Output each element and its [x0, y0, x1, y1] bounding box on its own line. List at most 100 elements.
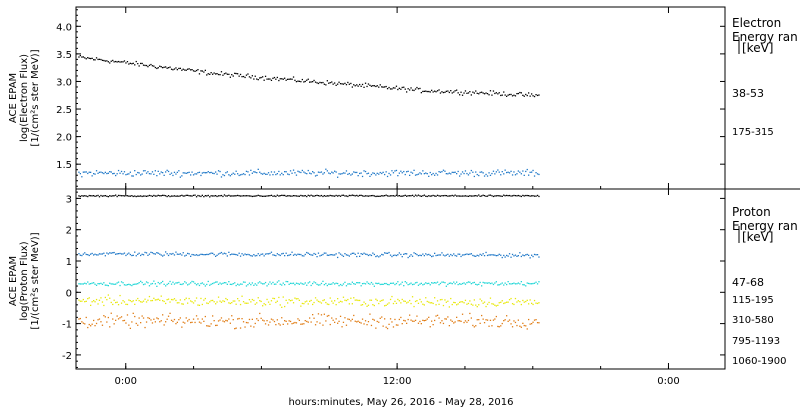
data-point	[198, 321, 201, 323]
data-point	[501, 300, 503, 302]
data-point	[234, 328, 236, 330]
data-point	[467, 195, 470, 197]
proton-legend-entry-795-1193: 795-1193	[732, 336, 780, 347]
data-point	[95, 284, 98, 286]
data-point	[235, 72, 237, 75]
data-point	[120, 253, 123, 255]
data-point	[195, 284, 198, 286]
data-point	[511, 303, 514, 305]
data-point	[395, 169, 398, 172]
data-point	[123, 284, 126, 286]
data-point	[190, 69, 192, 71]
data-point	[148, 194, 151, 197]
data-point	[119, 172, 121, 174]
data-point	[235, 284, 237, 287]
data-point	[357, 282, 359, 284]
data-point	[279, 283, 281, 285]
data-point	[482, 172, 484, 174]
data-point	[145, 281, 148, 283]
data-point	[457, 320, 459, 322]
data-point	[116, 315, 118, 317]
data-point	[488, 172, 490, 174]
data-point	[126, 314, 129, 316]
data-point	[411, 296, 414, 298]
data-point	[135, 299, 137, 301]
data-point	[489, 319, 492, 321]
data-point	[339, 315, 342, 317]
data-point	[313, 301, 315, 304]
data-point	[522, 94, 524, 96]
data-point	[423, 90, 425, 92]
data-point	[456, 316, 458, 318]
data-point	[144, 251, 146, 254]
data-point	[100, 171, 102, 173]
data-point	[353, 252, 355, 254]
data-point	[409, 195, 411, 197]
data-point	[172, 174, 174, 177]
data-point	[282, 282, 284, 284]
data-point	[94, 301, 96, 303]
data-point	[441, 281, 443, 283]
data-point	[176, 195, 178, 197]
data-point	[281, 172, 283, 174]
data-point	[366, 173, 368, 175]
data-point	[166, 253, 168, 255]
y-tick-label: 2.0	[56, 133, 72, 144]
data-point	[503, 284, 505, 286]
data-point	[216, 173, 218, 175]
data-point	[394, 283, 396, 286]
data-point	[459, 94, 461, 96]
y-tick-label: 3.0	[56, 77, 72, 88]
data-point	[303, 303, 305, 305]
data-point	[312, 282, 314, 285]
data-point	[287, 281, 289, 283]
data-point	[81, 254, 83, 257]
data-point	[439, 322, 442, 324]
data-point	[292, 195, 295, 197]
data-point	[316, 82, 318, 84]
data-point	[444, 282, 446, 284]
data-point	[401, 281, 403, 283]
data-point	[242, 254, 245, 256]
data-point	[220, 176, 223, 178]
data-point	[300, 282, 302, 284]
data-point	[276, 281, 278, 283]
data-point	[337, 282, 339, 285]
data-point	[345, 299, 348, 302]
data-point	[79, 283, 81, 285]
data-point	[506, 194, 508, 197]
data-point	[406, 195, 408, 197]
data-point	[451, 171, 453, 173]
data-point	[320, 171, 323, 173]
data-point	[460, 91, 462, 93]
data-point	[538, 322, 540, 324]
data-point	[342, 321, 345, 323]
data-point	[135, 255, 137, 257]
data-point	[520, 195, 522, 198]
data-point	[454, 254, 456, 257]
data-point	[494, 304, 496, 306]
data-point	[142, 254, 145, 256]
data-point	[538, 173, 540, 176]
data-point	[85, 316, 87, 319]
data-point	[84, 195, 86, 197]
data-point	[357, 320, 359, 322]
data-point	[117, 194, 120, 197]
data-point	[322, 280, 324, 282]
data-point	[478, 283, 480, 285]
data-point	[125, 322, 127, 324]
data-point	[416, 174, 418, 176]
data-point	[235, 254, 237, 256]
data-point	[397, 324, 399, 326]
data-point	[101, 324, 104, 326]
data-point	[190, 255, 192, 257]
data-point	[219, 252, 221, 254]
data-point	[331, 195, 333, 197]
data-point	[263, 303, 265, 305]
data-point	[112, 195, 114, 197]
data-point	[306, 284, 308, 286]
data-point	[187, 172, 189, 174]
data-point	[226, 171, 228, 173]
data-point	[495, 195, 497, 197]
data-point	[520, 326, 522, 328]
